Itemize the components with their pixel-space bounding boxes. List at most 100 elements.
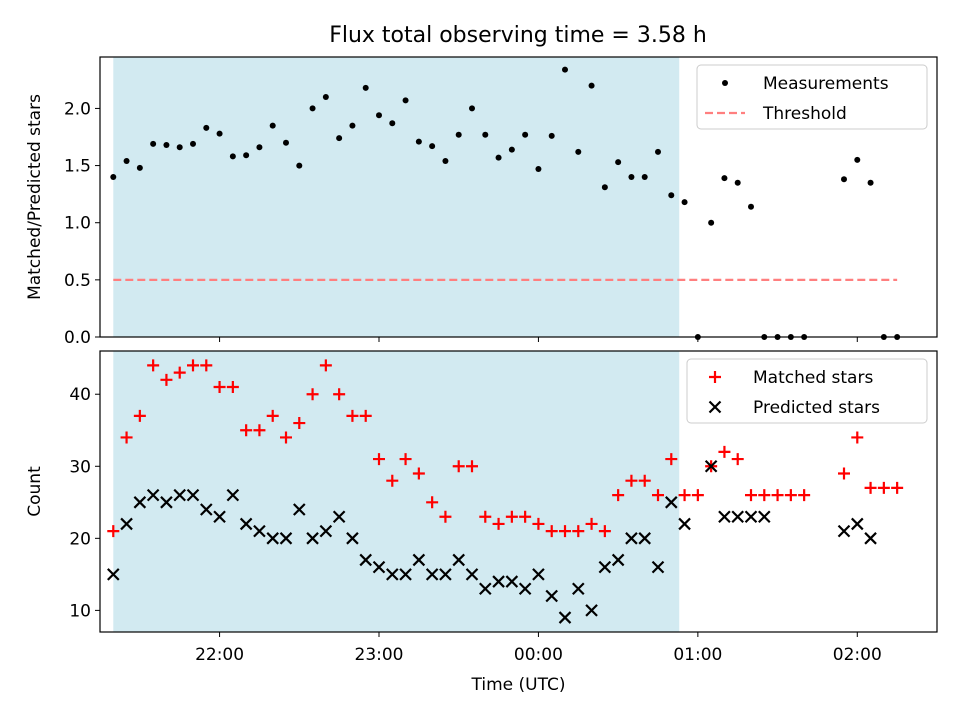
y-tick-label: 1.5: [64, 157, 91, 177]
y-tick-label: 0.5: [64, 271, 91, 291]
predicted-stars-point: [346, 532, 359, 545]
predicted-stars-point: [532, 568, 545, 581]
matched-stars-point: [532, 517, 545, 530]
predicted-stars-point: [372, 560, 386, 574]
matched-stars-point: [147, 359, 160, 372]
matched-stars-point: [426, 496, 439, 509]
predicted-stars-point: [293, 503, 306, 516]
matched-stars-point: [479, 510, 492, 523]
y-tick-label: 10: [69, 601, 91, 621]
y-tick-label: 0.0: [64, 328, 91, 348]
predicted-stars-point: [758, 510, 771, 523]
upper-legend-box: [696, 64, 928, 130]
matched-stars-point: [306, 388, 319, 401]
predicted-stars-point: [492, 575, 505, 588]
predicted-stars-point: [279, 532, 293, 545]
measurement-point: [495, 154, 502, 161]
measurement-point: [615, 159, 622, 166]
y-tick-label: 30: [69, 457, 91, 477]
matched-stars-point: [784, 489, 797, 502]
measurement-point: [336, 135, 343, 142]
predicted-stars-point: [704, 460, 718, 473]
observing-interval-shade: [113, 57, 680, 337]
x-tick-label: 22:00: [195, 645, 244, 665]
matched-stars-point: [572, 525, 585, 538]
upper-plot-frame: [99, 56, 938, 338]
measurement-point: [269, 122, 276, 129]
matched-stars-point: [492, 517, 505, 530]
measurement-point: [469, 105, 475, 112]
measurement-point: [601, 184, 608, 191]
predicted-stars-point: [160, 496, 173, 509]
matched-stars-point: [412, 467, 425, 480]
y-tick-label: 1.0: [64, 214, 91, 234]
measurement-point: [256, 144, 263, 151]
predicted-stars-point: [545, 589, 558, 603]
legend-label: Measurements: [763, 74, 889, 94]
y-tick-label: 20: [69, 529, 91, 549]
matched-stars-point: [439, 510, 452, 523]
predicted-stars-point: [651, 560, 665, 574]
lower-y-axis-label: Count: [25, 466, 45, 517]
measurement-point: [376, 112, 382, 119]
measurement-point: [854, 156, 861, 163]
x-tick-label: 00:00: [514, 645, 563, 665]
x-tick-label: 02:00: [833, 645, 882, 665]
matched-stars-point: [771, 489, 784, 502]
predicted-stars-point: [412, 553, 426, 567]
measurement-point: [429, 143, 436, 150]
measurement-point: [548, 132, 555, 139]
predicted-stars-point: [598, 560, 612, 574]
matched-stars-point: [373, 453, 385, 466]
predicted-stars-point: [306, 532, 319, 545]
predicted-stars-point: [611, 553, 625, 567]
legend-matched-marker: [709, 371, 721, 383]
predicted-stars-point: [505, 575, 519, 588]
predicted-stars-point: [200, 503, 213, 516]
predicted-stars-point: [625, 532, 638, 545]
measurement-point: [562, 66, 568, 73]
predicted-stars-point: [439, 568, 452, 581]
predicted-stars-point: [226, 488, 240, 502]
chart-title: Flux total observing time = 3.58 h: [329, 23, 707, 48]
x-axis-label: Time (UTC): [471, 675, 566, 695]
matched-stars-point: [545, 525, 558, 538]
measurement-point: [588, 82, 595, 89]
predicted-stars-point: [186, 488, 200, 502]
measurement-point: [655, 148, 661, 155]
predicted-stars-point: [425, 568, 439, 581]
matched-stars-point: [200, 359, 213, 372]
matched-stars-point: [173, 366, 186, 379]
x-tick-label: 23:00: [355, 645, 404, 665]
y-tick-label: 2.0: [64, 99, 91, 119]
matched-stars-point: [638, 474, 651, 487]
matched-stars-point: [798, 489, 811, 502]
measurement-point: [748, 203, 754, 210]
matched-stars-point: [745, 489, 757, 502]
predicted-stars-point: [837, 524, 851, 538]
matched-stars-point: [107, 525, 120, 538]
matched-stars-point: [758, 489, 771, 502]
matched-stars-point: [266, 409, 279, 422]
predicted-stars-point: [585, 604, 598, 617]
matched-stars-point: [226, 381, 239, 394]
measurement-point: [203, 124, 210, 131]
predicted-stars-point: [744, 510, 758, 523]
measurement-point: [176, 144, 183, 151]
predicted-stars-point: [266, 532, 279, 545]
lower-legend-box: [686, 358, 928, 424]
matched-stars-point: [293, 417, 306, 430]
legend-label: Matched stars: [753, 368, 873, 388]
predicted-stars-point: [638, 532, 651, 545]
measurement-point: [721, 175, 728, 182]
measurement-point: [455, 131, 462, 138]
matched-stars-point: [612, 489, 625, 502]
matched-stars-point: [652, 489, 664, 502]
matched-stars-point: [333, 388, 346, 401]
measurement-point: [190, 140, 196, 147]
measurement-point: [668, 192, 675, 199]
matched-stars-point: [213, 381, 226, 394]
measurement-point: [150, 140, 157, 147]
